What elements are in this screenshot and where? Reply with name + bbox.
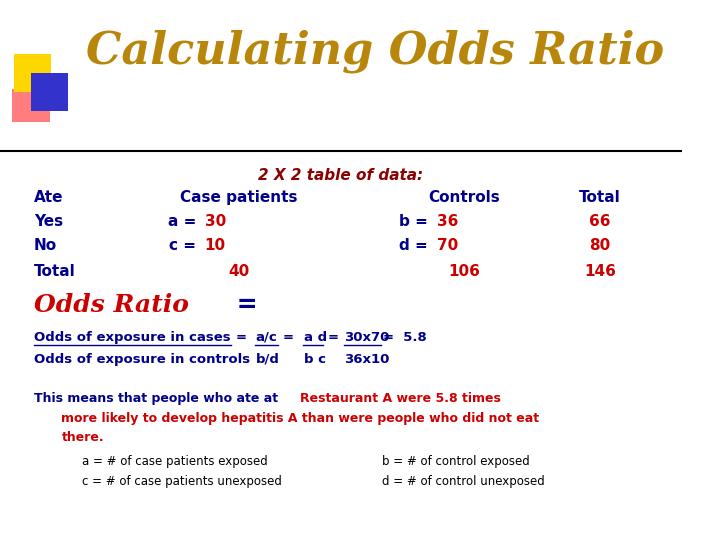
Text: Case patients: Case patients (180, 190, 297, 205)
Text: Controls: Controls (428, 190, 500, 205)
FancyBboxPatch shape (12, 89, 50, 122)
Text: This means that people who ate at: This means that people who ate at (34, 392, 278, 405)
Text: 40: 40 (228, 264, 249, 279)
Text: 66: 66 (590, 214, 611, 229)
Text: a d: a d (304, 331, 327, 344)
Text: d = # of control unexposed: d = # of control unexposed (382, 475, 545, 488)
Text: Ate: Ate (34, 190, 63, 205)
Text: 146: 146 (584, 264, 616, 279)
Text: Odds Ratio: Odds Ratio (34, 293, 189, 317)
Text: 36: 36 (436, 214, 458, 229)
Text: b =: b = (399, 214, 433, 229)
Text: c =: c = (169, 238, 201, 253)
FancyBboxPatch shape (14, 54, 51, 92)
Text: =: = (283, 331, 294, 344)
Text: there.: there. (61, 431, 104, 444)
Text: Total: Total (34, 264, 76, 279)
Text: 70: 70 (436, 238, 458, 253)
Text: Restaurant A were 5.8 times: Restaurant A were 5.8 times (300, 392, 501, 405)
Text: 36x10: 36x10 (344, 353, 390, 366)
Text: a/c: a/c (256, 331, 277, 344)
Text: =: = (228, 293, 258, 317)
Text: more likely to develop hepatitis A than were people who did not eat: more likely to develop hepatitis A than … (61, 412, 539, 425)
Text: a = # of case patients exposed: a = # of case patients exposed (82, 455, 268, 468)
Text: =: = (328, 331, 338, 344)
Text: Total: Total (580, 190, 621, 205)
Text: 2 X 2 table of data:: 2 X 2 table of data: (258, 168, 423, 183)
Text: b = # of control exposed: b = # of control exposed (382, 455, 530, 468)
Text: b/d: b/d (256, 353, 279, 366)
Text: No: No (34, 238, 57, 253)
Text: Odds of exposure in cases: Odds of exposure in cases (34, 331, 230, 344)
Text: b c: b c (304, 353, 325, 366)
Text: a =: a = (168, 214, 201, 229)
Text: c = # of case patients unexposed: c = # of case patients unexposed (82, 475, 282, 488)
Text: 106: 106 (448, 264, 480, 279)
Text: 30x70: 30x70 (344, 331, 390, 344)
Text: =: = (235, 331, 246, 344)
Text: Calculating Odds Ratio: Calculating Odds Ratio (86, 30, 664, 73)
Text: d =: d = (399, 238, 433, 253)
FancyBboxPatch shape (31, 73, 68, 111)
Text: =  5.8: = 5.8 (383, 331, 427, 344)
Text: 10: 10 (204, 238, 226, 253)
Text: Odds of exposure in controls: Odds of exposure in controls (34, 353, 251, 366)
Text: Yes: Yes (34, 214, 63, 229)
Text: 80: 80 (590, 238, 611, 253)
Text: 30: 30 (204, 214, 226, 229)
